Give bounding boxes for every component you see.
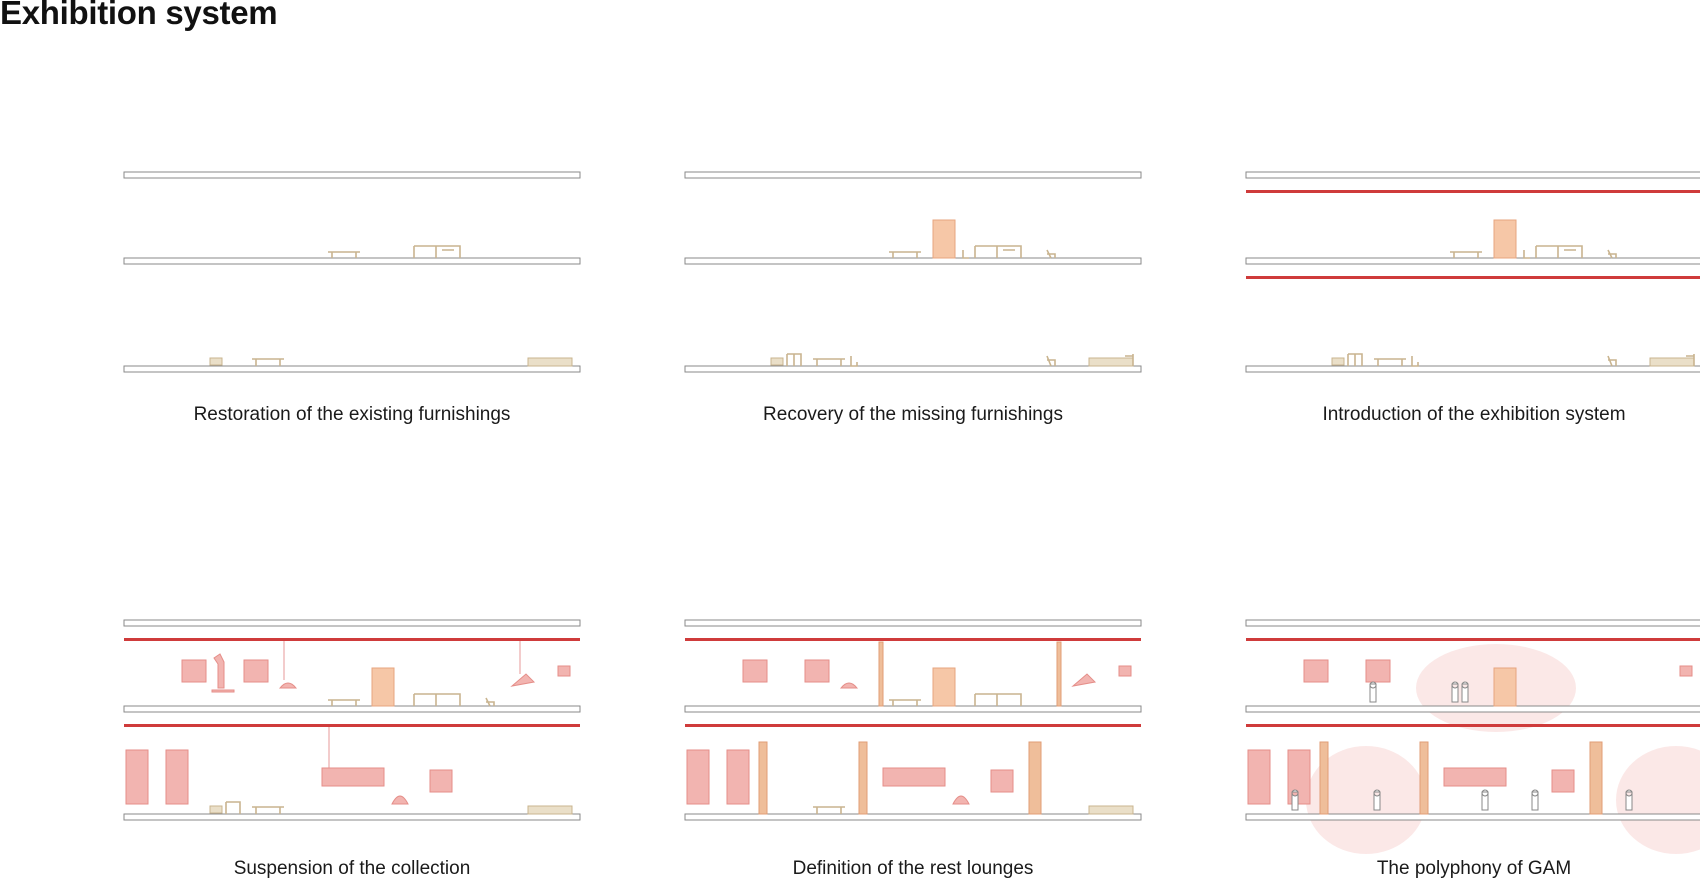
upper-exhibition-rail bbox=[1246, 190, 1700, 193]
suspended-artworks-ground bbox=[125, 727, 573, 815]
caption-restoration: Restoration of the existing furnishings bbox=[193, 404, 511, 425]
lounge-furnishings bbox=[813, 693, 1134, 815]
upper-furnishings bbox=[1450, 219, 1617, 259]
section-diagram-restoration bbox=[123, 171, 581, 373]
diagram-panel-recovery bbox=[684, 170, 1142, 400]
lounge-partitions bbox=[758, 641, 1062, 815]
caption-recovery: Recovery of the missing furnishings bbox=[763, 404, 1063, 425]
ground-floor-slab bbox=[684, 365, 1142, 373]
roof-slab bbox=[1245, 171, 1700, 179]
upper-furnishings bbox=[328, 245, 461, 258]
upper-floor-slab bbox=[1245, 257, 1700, 265]
upper-floor-slab bbox=[123, 257, 581, 265]
diagram-panel-lounges bbox=[684, 618, 1142, 848]
caption-introduction: Introduction of the exhibition system bbox=[1322, 404, 1626, 425]
ground-furnishings bbox=[209, 357, 573, 367]
diagram-panel-restoration bbox=[123, 170, 581, 400]
visitor-figures bbox=[1291, 681, 1633, 811]
roof-slab bbox=[684, 171, 1142, 179]
upper-furnishings bbox=[889, 219, 1056, 259]
section-diagram-introduction bbox=[1245, 171, 1700, 373]
caption-polyphony: The polyphony of GAM bbox=[1376, 858, 1572, 879]
section-diagram-lounges bbox=[684, 619, 1142, 821]
diagram-panel-polyphony bbox=[1245, 618, 1700, 854]
ground-floor-slab bbox=[1245, 365, 1700, 373]
caption-lounges: Definition of the rest lounges bbox=[792, 858, 1034, 879]
ground-furnishings bbox=[770, 353, 1134, 367]
lower-exhibition-rail bbox=[1246, 276, 1700, 279]
roof-slab bbox=[123, 171, 581, 179]
suspended-artworks-upper bbox=[181, 641, 571, 707]
caption-suspension: Suspension of the collection bbox=[233, 858, 471, 879]
ground-furnishings bbox=[1331, 353, 1695, 367]
section-diagram-suspension bbox=[123, 619, 581, 821]
diagram-panel-introduction bbox=[1245, 170, 1700, 400]
suspended-artworks bbox=[686, 659, 1132, 805]
recovered-cabinet bbox=[932, 219, 956, 259]
diagram-panel-suspension bbox=[123, 618, 581, 848]
section-diagram-polyphony bbox=[1245, 619, 1700, 854]
section-diagram-recovery bbox=[684, 171, 1142, 373]
ground-floor-slab bbox=[123, 365, 581, 373]
upper-floor-slab bbox=[684, 257, 1142, 265]
page-title: Exhibition system bbox=[0, 0, 278, 31]
